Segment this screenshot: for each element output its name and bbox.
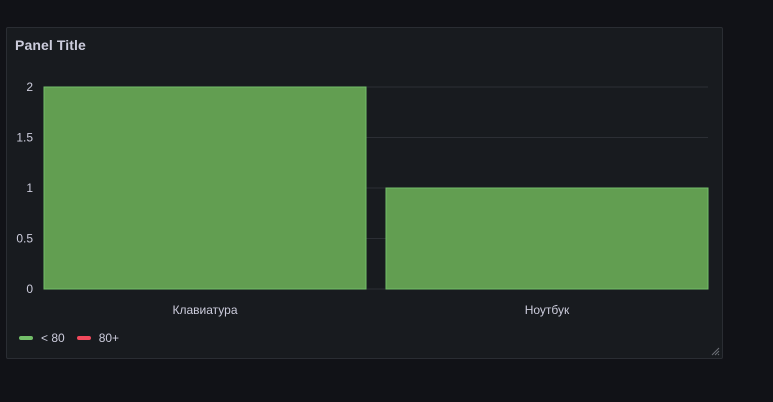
y-axis: 0 0.5 1 1.5 2	[16, 80, 33, 296]
y-tick-label: 0	[26, 282, 33, 296]
legend: < 80 80+	[19, 331, 131, 345]
resize-handle-icon[interactable]	[710, 346, 720, 356]
x-axis: Клавиатура Ноутбук	[173, 303, 571, 317]
y-tick-label: 2	[26, 80, 33, 94]
legend-item-80plus[interactable]: 80+	[76, 331, 120, 345]
legend-swatch-red	[76, 336, 91, 340]
bar-1[interactable]	[385, 187, 709, 290]
x-tick-label: Ноутбук	[525, 303, 570, 317]
legend-swatch-green	[19, 336, 33, 340]
x-tick-label: Клавиатура	[173, 303, 238, 317]
bars	[43, 86, 709, 290]
y-tick-label: 0.5	[16, 232, 33, 246]
legend-label: 80+	[98, 331, 120, 345]
y-tick-label: 1	[26, 181, 33, 195]
legend-label: < 80	[41, 331, 65, 345]
bar-chart: 0 0.5 1 1.5 2 Клавиатура Ноутбук	[16, 80, 709, 317]
chart-panel: Panel Title 0 0.5 1 1.5 2 Клавиатура Ноутбук …	[6, 27, 723, 359]
y-tick-label: 1.5	[16, 131, 33, 145]
panel-title[interactable]: Panel Title	[15, 37, 86, 53]
legend-item-lt80[interactable]: < 80	[19, 331, 65, 345]
bar-0[interactable]	[43, 86, 367, 290]
